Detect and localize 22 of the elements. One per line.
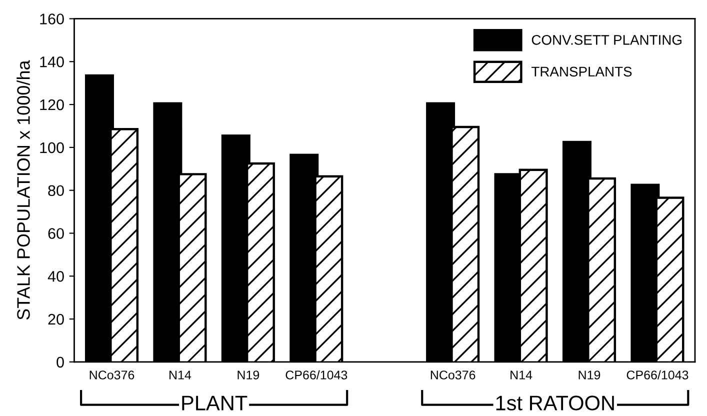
y-tick-label: 140 (40, 56, 64, 68)
y-axis-title: STALK POPULATION x 1000/ha (16, 60, 30, 320)
legend-label: CONV.SETT PLANTING (532, 34, 682, 45)
y-tick-label: 120 (40, 99, 64, 110)
x-tick-label: CP66/1043 (286, 370, 348, 380)
y-tick-label: 100 (40, 142, 64, 154)
x-tick-label: N14 (510, 370, 532, 380)
y-tick-label: 20 (48, 314, 64, 325)
y-tick-label: 60 (48, 228, 64, 239)
text: PLANT (182, 396, 248, 410)
x-tick-label: NCo376 (90, 370, 134, 380)
x-tick-label: CP66/1043 (626, 370, 688, 380)
x-tick-label: NCo376 (430, 370, 476, 380)
legend-label: TRANSPLANTS (532, 66, 632, 77)
x-tick-label: N19 (238, 370, 260, 380)
text: 1st RATOON (496, 396, 614, 410)
x-tick-label: N19 (578, 370, 600, 380)
x-tick-label: N14 (170, 370, 192, 380)
y-tick-label: 40 (48, 270, 64, 282)
y-tick-label: 160 (40, 14, 64, 24)
y-tick-label: 0 (56, 356, 64, 368)
y-tick-label: 80 (48, 185, 64, 196)
